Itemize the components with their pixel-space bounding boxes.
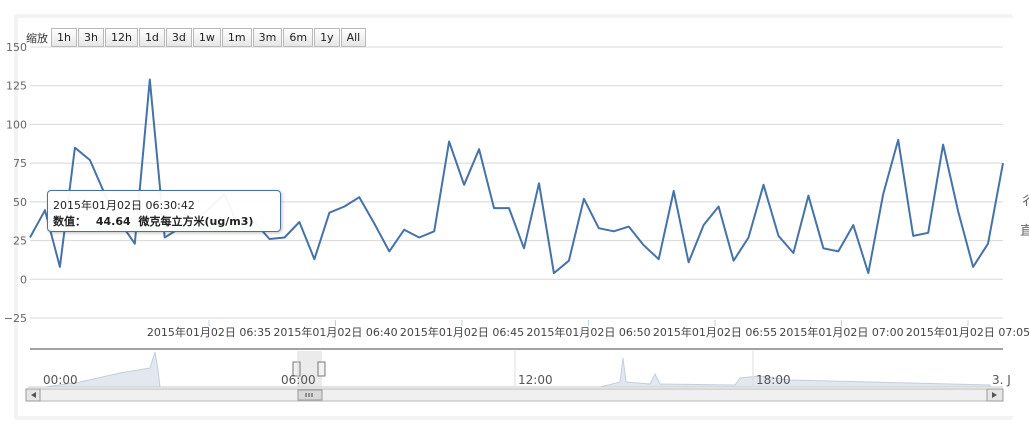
x-axis-ticks: 2015年01月02日 06:35 2015年01月02日 06:40 2015年0… xyxy=(30,320,1029,350)
clipped-text-2: 直 xyxy=(1020,224,1029,239)
zoom-toolbar: 缩放 1h 3h 12h 1d 3d 1w 1m 3m 6m 1y All xyxy=(26,28,367,47)
series-line xyxy=(29,78,1004,275)
scrollbar-thumb xyxy=(297,389,323,401)
scroll-right-arrow-icon xyxy=(992,392,997,398)
navigator-label: 06:00 xyxy=(281,373,316,387)
y-tick-label: 150 xyxy=(6,41,27,54)
series-group xyxy=(29,78,1004,275)
zoom-label: 缩放 xyxy=(26,31,48,45)
x-tick-label: 2015年01月02日 07:00 xyxy=(779,325,903,339)
x-tick-label: 2015年01月02日 06:45 xyxy=(400,325,524,339)
navigator-area xyxy=(44,351,161,388)
clipped-text-1: 彳 xyxy=(1020,194,1029,209)
tooltip-value-line: 数值： 44.64 微克每立方米(ug/m3) xyxy=(53,213,253,229)
navigator-handle-right xyxy=(317,361,326,377)
navigator-area-2 xyxy=(599,357,991,388)
zoom-button-all[interactable]: All xyxy=(340,28,367,47)
y-tick-label: 100 xyxy=(6,118,27,131)
y-tick-label: 50 xyxy=(13,196,27,209)
tooltip-time: 2015年01月02日 06:30:42 xyxy=(53,199,195,212)
navigator: 00:00 06:00 12:00 18:00 3. J xyxy=(25,351,1011,402)
navigator-handle-left xyxy=(292,361,301,377)
y-tick-label: 125 xyxy=(6,80,27,93)
zoom-button-3m[interactable]: 3m xyxy=(252,28,283,47)
x-tick-label: 2015年01月02日 06:35 xyxy=(147,325,271,339)
y-tick-label: −25 xyxy=(4,312,27,325)
zoom-button-1d[interactable]: 1d xyxy=(138,28,165,47)
tooltip-label: 数值： xyxy=(53,215,86,228)
x-tick-label: 2015年01月02日 07:05 xyxy=(906,325,1029,339)
x-tick-label: 2015年01月02日 06:55 xyxy=(653,325,777,339)
navigator-label: 18:00 xyxy=(756,373,791,387)
zoom-button-3d[interactable]: 3d xyxy=(165,28,192,47)
scrollbar-track xyxy=(25,388,1004,402)
tooltip: 2015年01月02日 06:30:42 数值： 44.64 微克每立方米(ug… xyxy=(47,190,281,232)
zoom-button-1w[interactable]: 1w xyxy=(192,28,221,47)
grid-lines xyxy=(30,46,1003,319)
y-tick-label: 25 xyxy=(13,235,27,248)
navigator-label: 12:00 xyxy=(518,373,553,387)
grip-icon xyxy=(305,393,313,397)
navigator-label: 00:00 xyxy=(43,373,78,387)
scroll-left-arrow-icon xyxy=(31,392,36,398)
tooltip-value: 44.64 xyxy=(95,215,131,228)
x-tick-label: 2015年01月02日 06:40 xyxy=(273,325,397,339)
zoom-button-6m[interactable]: 6m xyxy=(283,28,314,47)
y-tick-label: 0 xyxy=(20,273,27,286)
y-axis-ticks: −25 0 25 50 75 100 125 150 xyxy=(4,41,27,325)
navigator-label: 3. J xyxy=(992,373,1011,387)
y-tick-label: 75 xyxy=(13,157,27,170)
zoom-button-1m[interactable]: 1m xyxy=(221,28,252,47)
x-tick-label: 2015年01月02日 06:50 xyxy=(526,325,650,339)
zoom-button-3h[interactable]: 3h xyxy=(77,28,104,47)
zoom-button-12h[interactable]: 12h xyxy=(104,28,138,47)
zoom-button-1y[interactable]: 1y xyxy=(314,28,340,47)
tooltip-unit: 微克每立方米(ug/m3) xyxy=(138,215,254,228)
zoom-button-1h[interactable]: 1h xyxy=(51,28,77,47)
